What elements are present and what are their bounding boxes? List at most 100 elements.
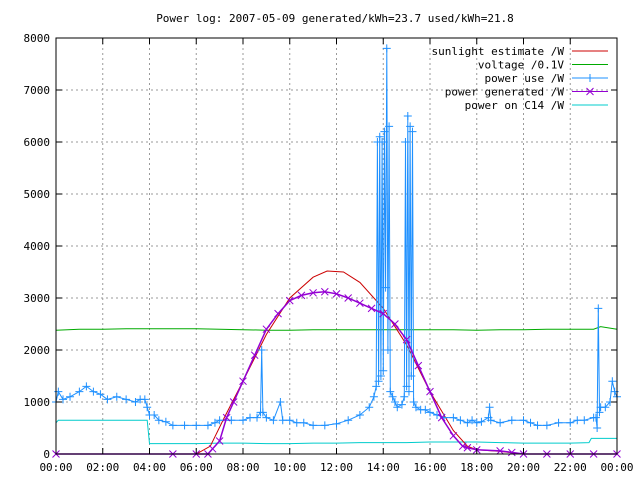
data-point [595, 408, 604, 417]
data-point [421, 405, 430, 414]
data-point [608, 377, 617, 386]
data-point [154, 416, 163, 425]
data-point [378, 138, 387, 146]
data-point [344, 416, 353, 425]
y-tick-label: 6000 [24, 136, 51, 149]
data-point [507, 448, 516, 457]
data-point [386, 387, 395, 396]
data-point [411, 403, 420, 412]
data-point [367, 304, 376, 313]
series-line-voltage-0-1v [55, 326, 618, 331]
series-line-power-on-c14-w [55, 419, 617, 445]
data-point [382, 44, 391, 53]
data-point [262, 325, 271, 334]
data-point [122, 395, 131, 404]
data-point [468, 416, 477, 425]
data-point [82, 382, 91, 391]
data-point [320, 421, 329, 430]
x-tick-label: 16:00 [413, 461, 446, 474]
data-point [402, 335, 411, 344]
data-point [380, 127, 389, 136]
data-point [388, 392, 397, 401]
x-tick-label: 00:00 [600, 461, 633, 474]
data-point [573, 416, 582, 425]
y-tick-label: 8000 [24, 32, 51, 45]
data-point [150, 411, 159, 419]
legend-marker [586, 87, 594, 96]
data-point [437, 413, 446, 422]
data-point [566, 418, 575, 427]
y-tick-label: 1000 [24, 396, 51, 409]
data-point [393, 403, 402, 412]
data-point [376, 372, 385, 380]
x-tick-label: 10:00 [273, 461, 306, 474]
y-tick-label: 5000 [24, 188, 51, 201]
data-point [257, 346, 266, 354]
data-point [449, 431, 458, 440]
data-point [401, 138, 410, 146]
data-point [276, 398, 285, 406]
data-point [402, 382, 411, 391]
data-point [66, 392, 75, 401]
data-point [414, 361, 423, 370]
data-point [375, 132, 384, 141]
data-point [285, 296, 294, 305]
data-point [385, 122, 394, 131]
x-tick-label: 02:00 [86, 461, 119, 474]
data-point [409, 398, 418, 406]
data-point [593, 424, 602, 432]
data-point [601, 403, 610, 412]
data-point [75, 387, 84, 396]
legend-label: voltage /0.1V [478, 59, 564, 72]
data-point [59, 395, 68, 404]
legend-marker [586, 74, 594, 82]
data-point [269, 416, 278, 425]
data-point [406, 122, 415, 131]
data-point [381, 283, 390, 292]
data-point [131, 398, 140, 406]
data-point [278, 416, 287, 425]
data-point [397, 400, 406, 409]
data-point [89, 387, 98, 396]
data-point [246, 413, 255, 422]
x-tick-label: 08:00 [226, 461, 259, 474]
data-point [229, 398, 238, 406]
x-tick-label: 00:00 [39, 461, 72, 474]
data-point [533, 421, 542, 430]
data-point [365, 403, 374, 412]
data-point [404, 387, 413, 396]
x-tick-label: 18:00 [460, 461, 493, 474]
data-point [285, 416, 294, 425]
x-tick-label: 22:00 [554, 461, 587, 474]
data-point [309, 288, 317, 297]
grid [56, 38, 617, 454]
data-point [112, 392, 121, 401]
data-point [203, 421, 212, 430]
series-markers-power-use-w [52, 44, 621, 432]
data-point [103, 395, 112, 404]
data-point [250, 351, 259, 360]
data-point [180, 421, 189, 430]
data-point [554, 418, 563, 427]
data-point [390, 398, 399, 406]
y-tick-label: 0 [43, 448, 50, 461]
data-point [472, 418, 481, 427]
data-point [526, 418, 535, 427]
chart-title: Power log: 2007-05-09 generated/kWh=23.7… [156, 12, 514, 25]
series-markers-power-generated-w [52, 287, 621, 458]
data-point [332, 419, 341, 428]
data-point [456, 416, 465, 425]
data-point [215, 416, 224, 425]
data-point [258, 408, 267, 417]
series-lines [52, 44, 621, 458]
x-tick-label: 04:00 [133, 461, 166, 474]
data-point [299, 418, 308, 427]
data-point [262, 413, 271, 422]
data-point [222, 413, 231, 422]
data-point [426, 408, 434, 417]
legend-label: power use /W [485, 72, 565, 85]
legend-label: power on C14 /W [465, 99, 565, 112]
data-point [332, 289, 341, 298]
data-point [458, 442, 467, 451]
